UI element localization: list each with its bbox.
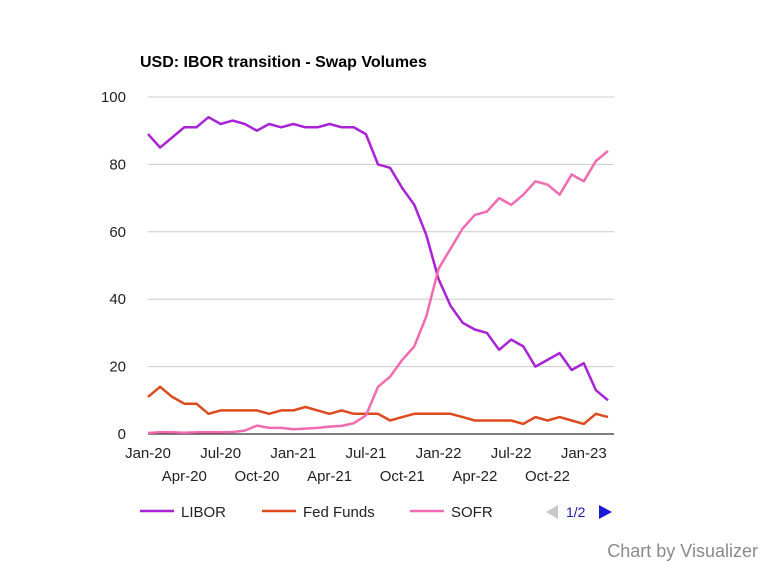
y-tick-label: 0 — [118, 426, 126, 443]
x-tick-label: Apr-21 — [307, 468, 352, 485]
y-axis-tick-labels: 0 20 40 60 80 100 — [101, 89, 126, 443]
legend-label-fed-funds: Fed Funds — [303, 504, 375, 521]
y-tick-label: 20 — [109, 359, 126, 376]
x-tick-label: Jul-20 — [200, 445, 241, 462]
y-tick-label: 80 — [109, 156, 126, 173]
x-tick-label: Jan-23 — [561, 445, 607, 462]
series-line-libor — [147, 115, 609, 402]
legend: LIBOR Fed Funds SOFR — [140, 504, 493, 521]
prev-page-arrow-icon[interactable] — [546, 505, 558, 519]
x-tick-label: Jul-22 — [491, 445, 532, 462]
legend-label-libor: LIBOR — [181, 504, 226, 521]
x-tick-label: Jul-21 — [345, 445, 386, 462]
series-line-sofr — [147, 149, 609, 435]
x-tick-label: Jan-22 — [416, 445, 462, 462]
legend-page-indicator: 1/2 — [566, 504, 586, 520]
x-axis-tick-labels: Jan-20 Jul-20 Jan-21 Jul-21 Jan-22 Jul-22 Jan-… — [125, 445, 607, 485]
y-tick-label: 100 — [101, 89, 126, 106]
chart-credit: Chart by Visualizer — [607, 541, 758, 561]
next-page-arrow-icon[interactable] — [599, 505, 612, 519]
x-tick-label: Jan-20 — [125, 445, 171, 462]
series-line-fed-funds — [147, 385, 609, 426]
series-lines — [147, 115, 609, 435]
x-tick-label: Oct-20 — [234, 468, 279, 485]
x-tick-label: Jan-21 — [270, 445, 316, 462]
x-tick-label: Apr-22 — [452, 468, 497, 485]
legend-label-sofr: SOFR — [451, 504, 493, 521]
y-tick-label: 60 — [109, 224, 126, 241]
chart-title: USD: IBOR transition - Swap Volumes — [140, 54, 427, 71]
y-tick-label: 40 — [109, 291, 126, 308]
legend-pager[interactable]: 1/2 — [546, 504, 612, 520]
x-tick-label: Oct-21 — [380, 468, 425, 485]
x-tick-label: Apr-20 — [162, 468, 207, 485]
x-tick-label: Oct-22 — [525, 468, 570, 485]
